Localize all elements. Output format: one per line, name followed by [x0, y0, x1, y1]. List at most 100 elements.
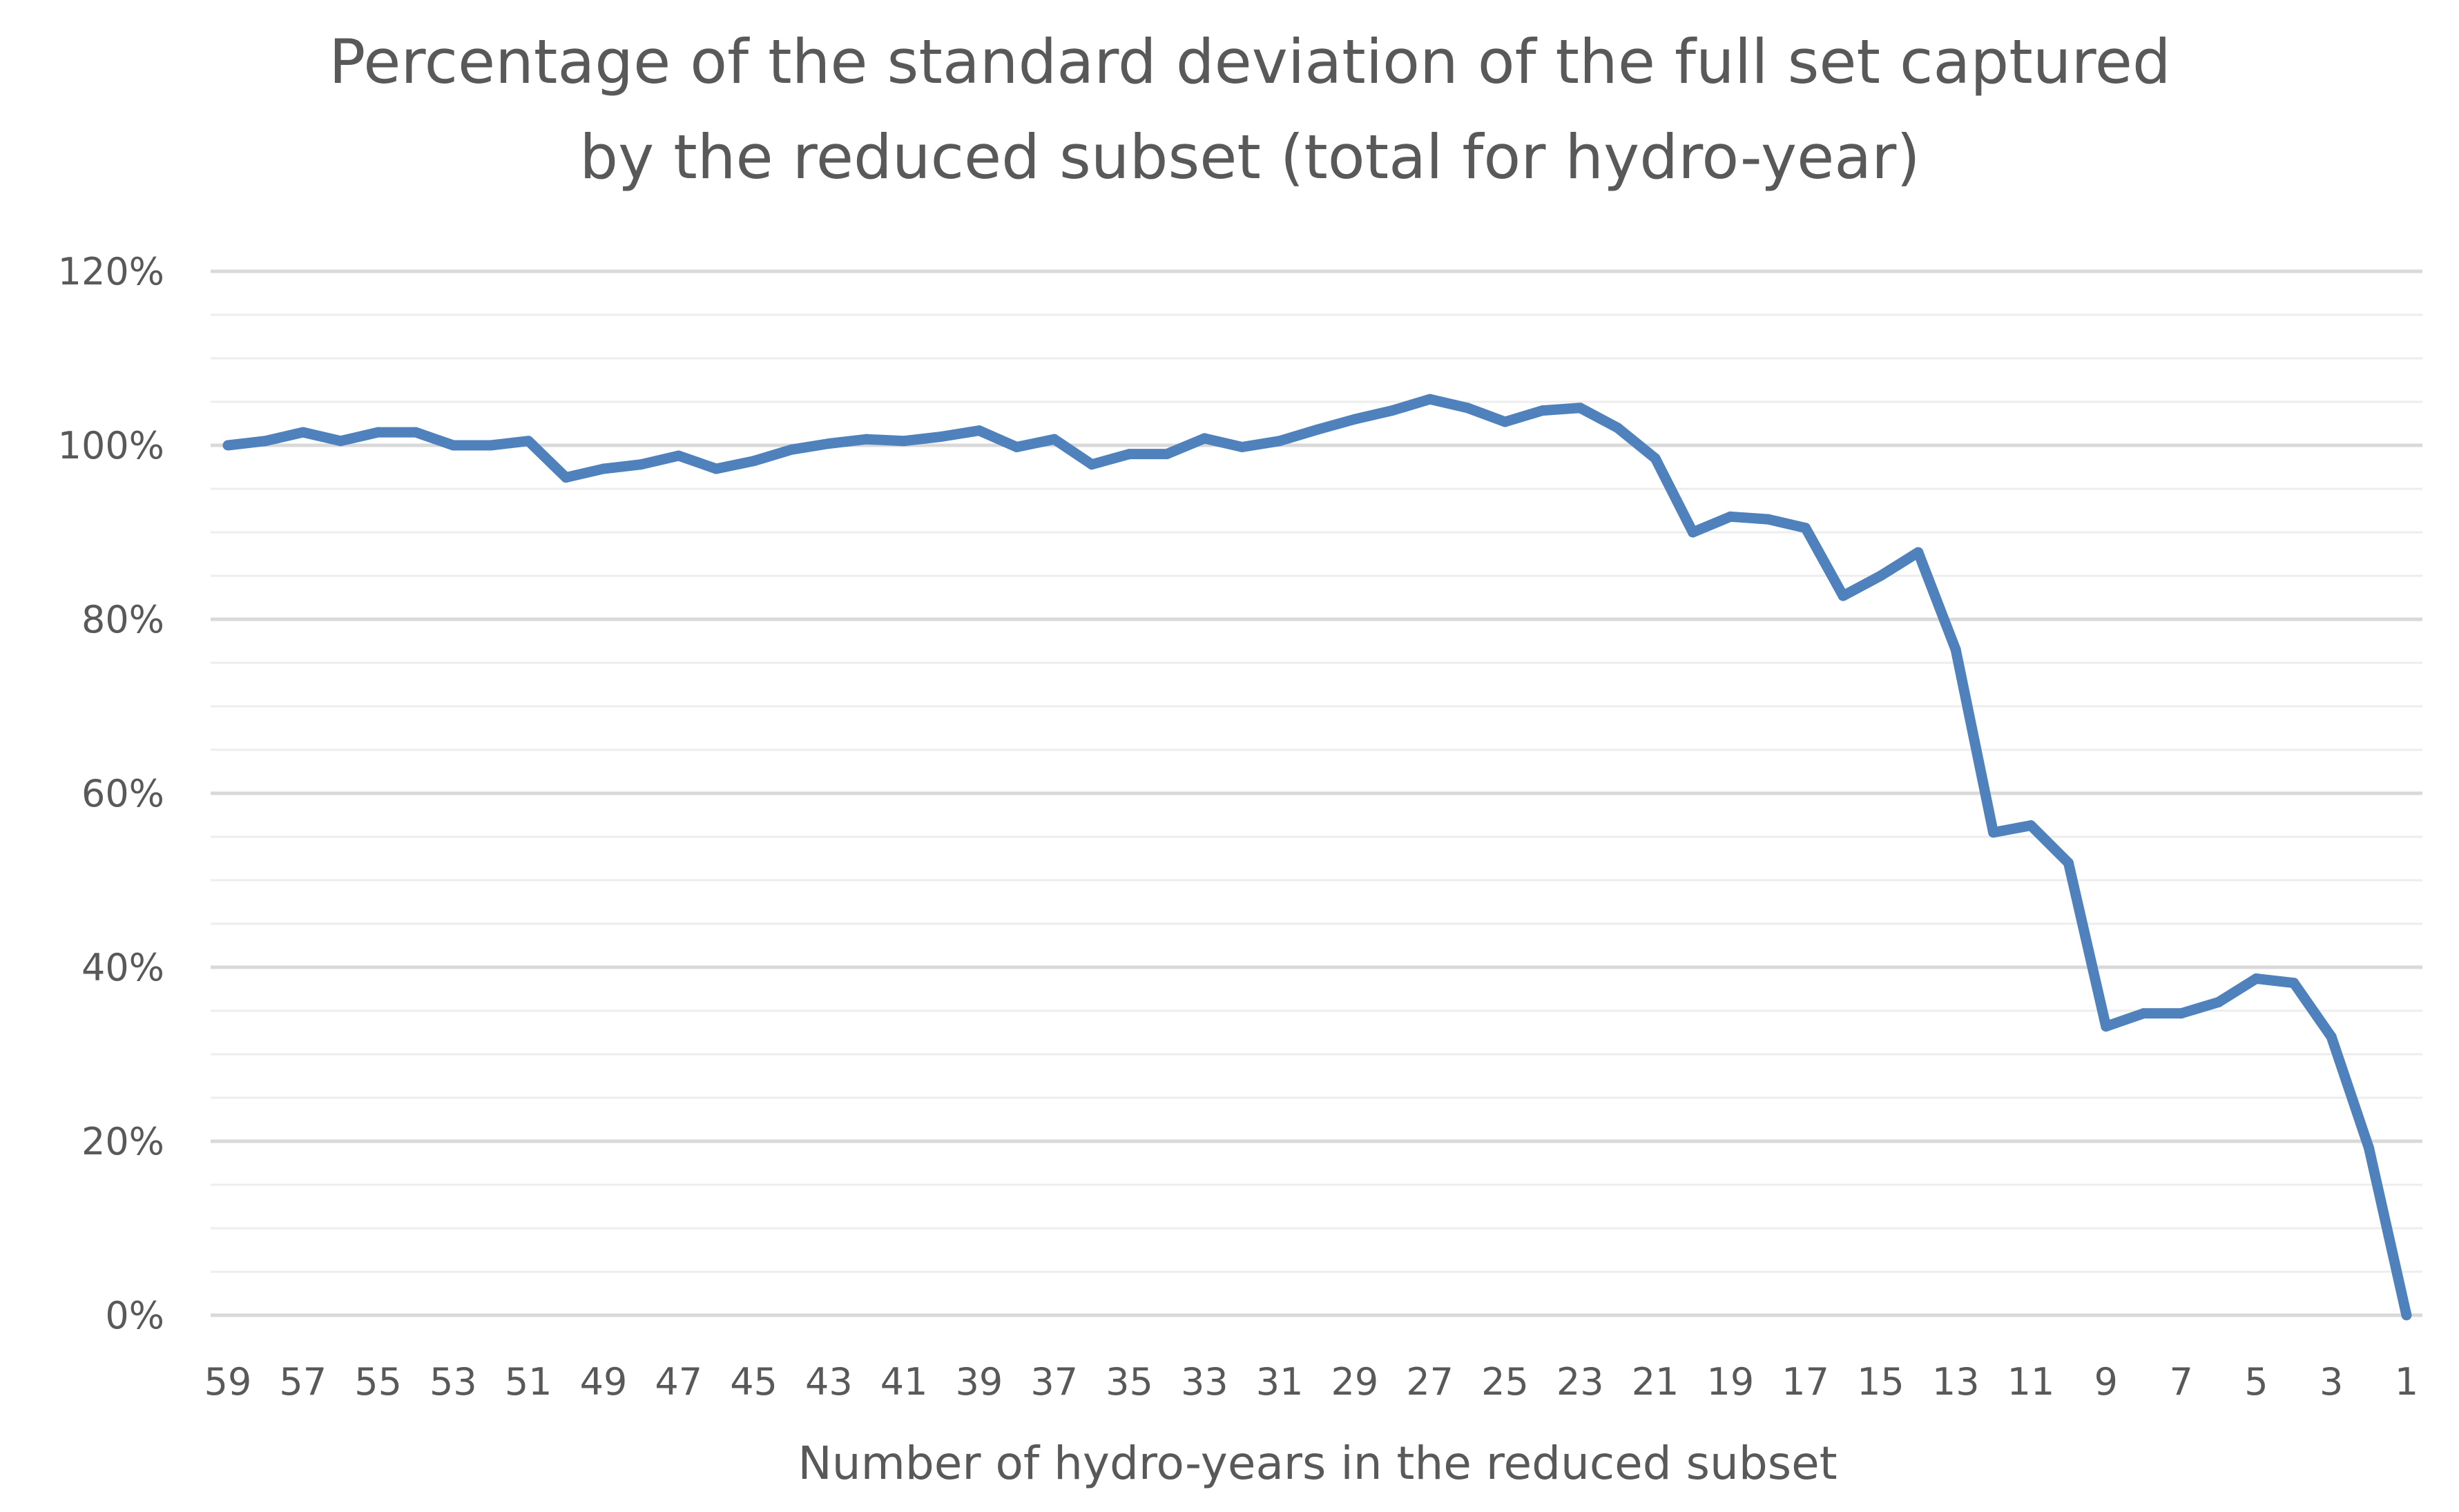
data-point	[1499, 416, 1510, 427]
data-point	[673, 450, 684, 461]
data-point	[1011, 442, 1022, 453]
data-point	[635, 459, 646, 470]
data-point	[373, 427, 384, 438]
data-point	[447, 440, 459, 451]
x-tick-label: 33	[1181, 1360, 1228, 1404]
data-point	[2101, 1021, 2112, 1032]
data-point	[1875, 570, 1886, 581]
data-point	[1725, 511, 1736, 522]
data-point	[1274, 436, 1285, 447]
x-tick-label: 7	[2169, 1360, 2192, 1404]
series-layer	[222, 394, 2412, 1321]
x-tick-label: 27	[1406, 1360, 1454, 1404]
y-tick-label: 100%	[58, 424, 164, 467]
y-tick-label: 120%	[58, 250, 164, 293]
x-tick-label: 19	[1707, 1360, 1755, 1404]
x-tick-label: 9	[2094, 1360, 2118, 1404]
data-point	[260, 436, 271, 447]
data-point	[2326, 1031, 2337, 1043]
data-point	[1161, 449, 1173, 460]
data-point	[2288, 978, 2299, 989]
data-point	[1574, 403, 1585, 414]
data-point	[2250, 973, 2262, 984]
data-point	[1312, 424, 1322, 435]
data-point	[1537, 405, 1548, 416]
data-point	[2364, 1143, 2375, 1154]
y-tick-label: 60%	[81, 772, 164, 815]
x-tick-label: 45	[730, 1360, 778, 1404]
data-point	[711, 463, 722, 474]
data-point	[1988, 827, 1999, 838]
data-point	[2063, 857, 2074, 869]
data-point	[335, 436, 346, 447]
data-point	[222, 440, 233, 451]
data-point	[2213, 996, 2224, 1007]
x-tick-label: 1	[2395, 1360, 2418, 1404]
data-point	[1124, 449, 1135, 460]
x-tick-label: 35	[1106, 1360, 1153, 1404]
data-point	[485, 440, 496, 451]
x-tick-label: 11	[2007, 1360, 2055, 1404]
data-point	[1425, 394, 1436, 405]
x-tick-label: 31	[1256, 1360, 1304, 1404]
data-point	[1237, 442, 1248, 453]
y-tick-label: 20%	[81, 1120, 164, 1163]
data-point	[298, 427, 309, 438]
data-point	[823, 438, 834, 449]
x-tick-label: 15	[1857, 1360, 1904, 1404]
x-axis-label: Number of hydro-years in the reduced sub…	[798, 1437, 1837, 1490]
major-gridlines	[211, 269, 2422, 1317]
chart-title-line-1: Percentage of the standard deviation of …	[329, 26, 2170, 97]
data-point	[861, 434, 872, 445]
x-tick-label: 21	[1632, 1360, 1679, 1404]
x-tick-label: 5	[2244, 1360, 2268, 1404]
x-tick-label: 57	[279, 1360, 327, 1404]
x-tick-label: 51	[505, 1360, 552, 1404]
data-point	[1612, 423, 1623, 434]
y-axis-tick-labels: 0% 20% 40% 60% 80% 100% 120%	[58, 250, 164, 1337]
data-point	[1387, 405, 1398, 416]
x-tick-label: 3	[2320, 1360, 2343, 1404]
x-tick-label: 43	[805, 1360, 853, 1404]
data-point	[936, 431, 947, 442]
data-point	[2176, 1008, 2187, 1019]
y-tick-label: 0%	[105, 1294, 164, 1337]
minor-gridlines	[211, 313, 2422, 1273]
data-point	[1199, 433, 1210, 444]
data-point	[2138, 1008, 2149, 1019]
chart-title-line-2: by the reduced subset (total for hydro-y…	[579, 122, 1920, 193]
x-tick-label: 29	[1331, 1360, 1379, 1404]
data-point	[1913, 547, 1924, 558]
data-point	[1838, 590, 1849, 601]
x-tick-label: 47	[655, 1360, 702, 1404]
data-point	[2025, 820, 2036, 831]
data-point	[1650, 453, 1661, 464]
data-point	[598, 463, 609, 474]
x-tick-label: 39	[956, 1360, 1003, 1404]
x-tick-label: 53	[430, 1360, 477, 1404]
x-tick-label: 37	[1030, 1360, 1078, 1404]
x-tick-label: 13	[1932, 1360, 1980, 1404]
x-tick-label: 49	[580, 1360, 628, 1404]
x-tick-label: 55	[354, 1360, 402, 1404]
series-line	[227, 394, 2412, 1317]
x-axis-tick-labels: 59 57 55 53 51 49 47 45 43 41 39 37 35 33 31 29 27 25 23 21…	[204, 1360, 2419, 1404]
data-point	[786, 444, 797, 455]
data-point	[1086, 459, 1097, 470]
data-point	[523, 436, 534, 447]
data-point	[1762, 514, 1773, 525]
x-tick-label: 41	[880, 1360, 928, 1404]
data-point	[1687, 527, 1698, 538]
data-point	[974, 425, 985, 436]
x-tick-label: 23	[1556, 1360, 1604, 1404]
x-tick-label: 59	[204, 1360, 252, 1404]
x-tick-label: 25	[1481, 1360, 1529, 1404]
data-point	[410, 427, 421, 438]
y-tick-label: 40%	[81, 946, 164, 989]
data-point	[1462, 403, 1473, 414]
data-point	[749, 456, 760, 467]
data-point	[1049, 434, 1060, 445]
data-point	[2401, 1310, 2412, 1321]
data-point	[898, 436, 909, 447]
